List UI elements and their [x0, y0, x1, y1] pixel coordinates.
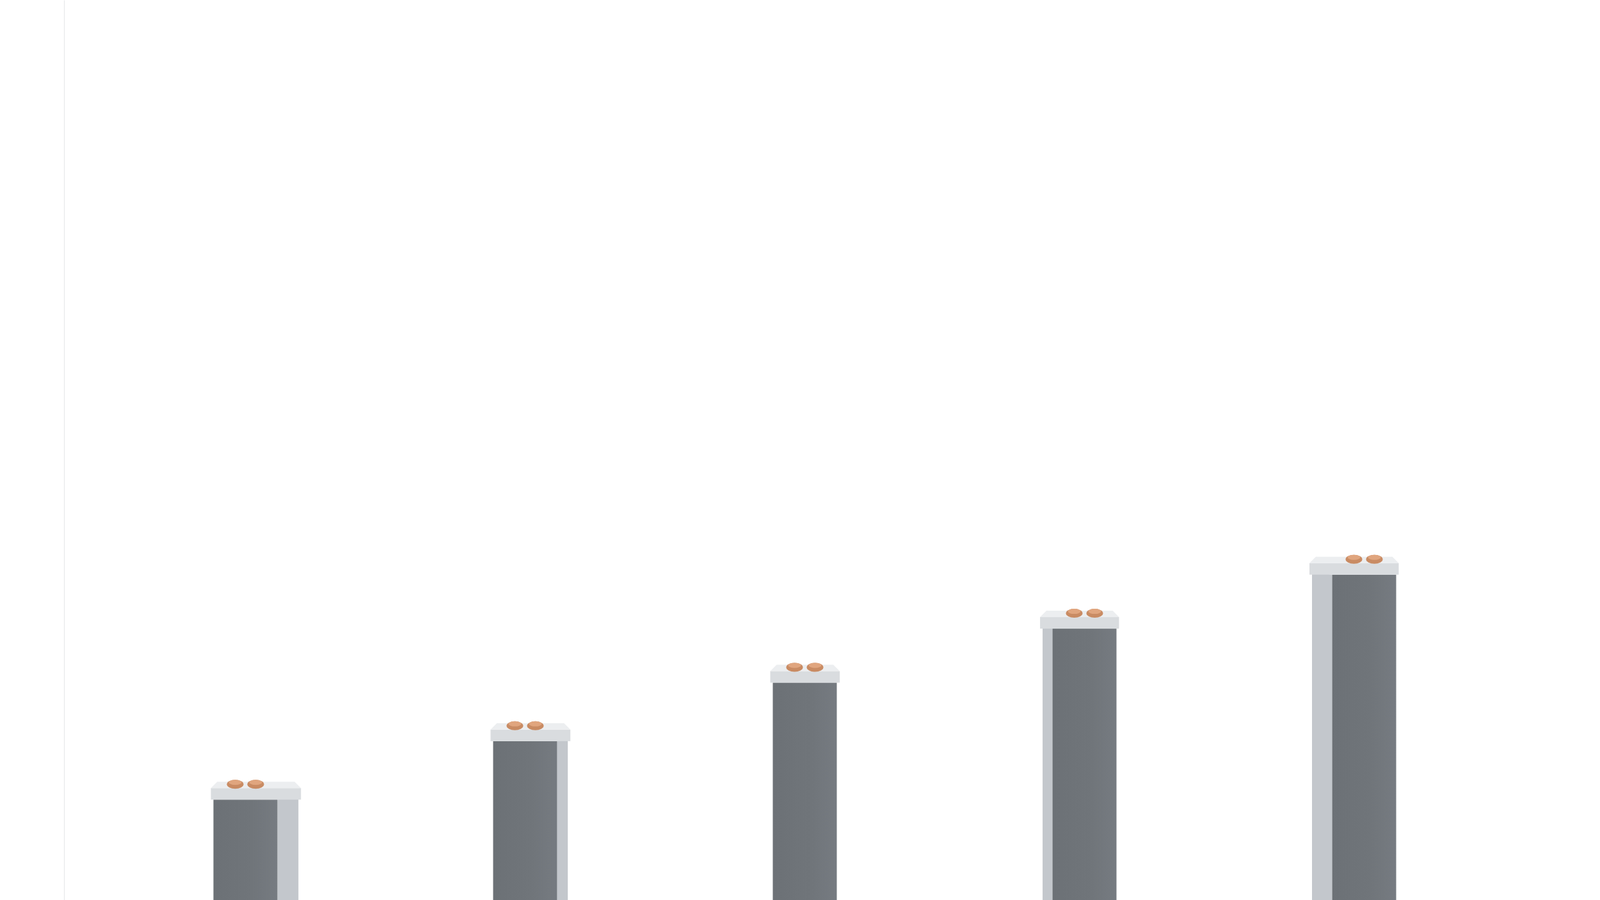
bar-group [770, 662, 841, 900]
terminal [227, 779, 244, 789]
terminal-top [1347, 554, 1361, 560]
terminal-top [529, 721, 543, 727]
terminal-top [1088, 608, 1102, 614]
bar-side [1042, 625, 1053, 900]
y-axis [64, 0, 65, 900]
terminal-top [808, 662, 822, 668]
bar-cap [770, 670, 841, 683]
terminal [527, 721, 544, 731]
terminal [1066, 608, 1083, 618]
terminal [1086, 608, 1104, 618]
bar [493, 741, 558, 900]
bar-side [557, 738, 569, 900]
terminal-top [1068, 608, 1081, 614]
bars [211, 554, 1400, 900]
bar-group [211, 779, 302, 900]
bar-cap [1040, 616, 1119, 629]
bar [1332, 574, 1397, 900]
bar [213, 799, 278, 900]
bar-cap [490, 729, 571, 742]
chart [0, 0, 1600, 900]
terminal-top [1368, 554, 1382, 560]
y-axis-line [64, 0, 65, 900]
terminal-top [249, 779, 263, 785]
bar [1052, 628, 1117, 900]
terminal [807, 662, 824, 672]
terminal-top [508, 721, 522, 727]
bar [773, 682, 838, 900]
bar-group [490, 721, 571, 900]
bar-group [1040, 608, 1119, 900]
terminal [506, 721, 524, 731]
terminal [247, 779, 265, 789]
bar-cap [1309, 563, 1400, 575]
terminal-top [229, 779, 242, 785]
bar-side [1312, 572, 1333, 900]
bar-cap-top [770, 664, 841, 671]
terminal [786, 662, 804, 672]
bar-group [1309, 554, 1400, 900]
bar-cap [211, 787, 302, 800]
bar-side [277, 796, 299, 900]
terminal [1366, 554, 1384, 564]
terminal-top [788, 662, 802, 668]
terminal [1345, 554, 1363, 564]
